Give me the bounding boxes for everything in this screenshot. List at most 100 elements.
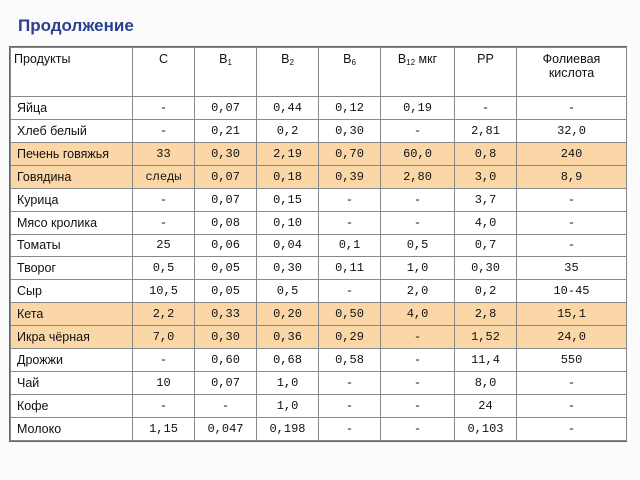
value-cell-b2: 0,30 bbox=[256, 256, 319, 281]
value-cell-b12: 1,0 bbox=[380, 256, 455, 281]
value-cell-b6: - bbox=[318, 393, 381, 418]
value-cell-folic: 24,0 bbox=[516, 325, 627, 350]
value-cell-b2: 0,18 bbox=[256, 164, 319, 189]
value-cell-b2: 1,0 bbox=[256, 393, 319, 418]
value-cell-pp: 4,0 bbox=[454, 210, 517, 235]
value-cell-folic: 8,9 bbox=[516, 164, 627, 189]
value-cell-b6: - bbox=[318, 210, 381, 235]
table-row: Творог 0,5 0,05 0,30 0,11 1,0 0,30 35 bbox=[10, 256, 627, 281]
value-cell-b6: 0,1 bbox=[318, 233, 381, 258]
value-cell-c: 0,5 bbox=[132, 256, 195, 281]
value-cell-b12: - bbox=[380, 210, 455, 235]
value-cell-b12: - bbox=[380, 393, 455, 418]
value-cell-c: 10 bbox=[132, 371, 195, 395]
vitamin-table-container: Продукты С В1 В2 В6 В12 мкг РР Фолиевая … bbox=[9, 46, 627, 442]
value-cell-b2: 0,20 bbox=[256, 302, 319, 327]
value-cell-folic: - bbox=[516, 96, 627, 120]
header-vitamin-b12: В12 мкг bbox=[380, 47, 455, 97]
value-cell-b1: 0,05 bbox=[194, 256, 257, 281]
value-cell-c: 1,15 bbox=[132, 416, 195, 442]
value-cell-b12: 2,80 bbox=[380, 164, 455, 189]
value-cell-b2: 0,5 bbox=[256, 279, 319, 304]
value-cell-c: 2,2 bbox=[132, 302, 195, 327]
product-name-cell: Мясо кролика bbox=[10, 210, 133, 235]
table-row: Мясо кролика -0,08 0,10- -4,0- bbox=[10, 210, 627, 235]
value-cell-b12: - bbox=[380, 348, 455, 373]
value-cell-folic: 240 bbox=[516, 141, 627, 166]
product-name-cell: Томаты bbox=[10, 233, 133, 258]
product-name-cell: Чай bbox=[10, 371, 133, 395]
value-cell-b2: 0,10 bbox=[256, 210, 319, 235]
value-cell-c: 33 bbox=[132, 141, 195, 166]
table-row: Курица -0,07 0,15- -3,7- bbox=[10, 187, 627, 212]
value-cell-b1: 0,30 bbox=[194, 141, 257, 166]
value-cell-b2: 1,0 bbox=[256, 371, 319, 395]
value-cell-b1: 0,07 bbox=[194, 96, 257, 120]
value-cell-b12: 60,0 bbox=[380, 141, 455, 166]
table-row: Дрожжи -0,60 0,68 0,58-11,4 550 bbox=[10, 348, 627, 373]
value-cell-b1: 0,60 bbox=[194, 348, 257, 373]
value-cell-pp: 3,0 bbox=[454, 164, 517, 189]
value-cell-pp: 0,30 bbox=[454, 256, 517, 281]
value-cell-c: - bbox=[132, 393, 195, 418]
value-cell-b1: 0,06 bbox=[194, 233, 257, 258]
value-cell-pp: 2,8 bbox=[454, 302, 517, 327]
value-cell-folic: 35 bbox=[516, 256, 627, 281]
value-cell-folic: - bbox=[516, 416, 627, 442]
page-title: Продолжение bbox=[18, 16, 134, 35]
table-row: Говядина следы 0,07 0,18 0,39 2,80 3,0 8,9 bbox=[10, 164, 627, 189]
value-cell-b2: 0,44 bbox=[256, 96, 319, 120]
value-cell-folic: - bbox=[516, 233, 627, 258]
header-vitamin-b6: В6 bbox=[318, 47, 381, 97]
value-cell-pp: 8,0 bbox=[454, 371, 517, 395]
value-cell-pp: 0,8 bbox=[454, 141, 517, 166]
value-cell-b1: 0,07 bbox=[194, 371, 257, 395]
header-vitamin-b2: В2 bbox=[256, 47, 319, 97]
value-cell-b6: 0,29 bbox=[318, 325, 381, 350]
value-cell-folic: 15,1 bbox=[516, 302, 627, 327]
value-cell-pp: 24 bbox=[454, 393, 517, 418]
value-cell-folic: 550 bbox=[516, 348, 627, 373]
value-cell-b2: 0,2 bbox=[256, 118, 319, 143]
value-cell-b2: 0,198 bbox=[256, 416, 319, 442]
table-row: Печень говяжья 33 0,30 2,19 0,70 60,0 0,8 240 bbox=[10, 141, 627, 166]
table-row: Кета 2,2 0,33 0,20 0,50 4,0 2,8 15,1 bbox=[10, 302, 627, 327]
value-cell-b6: - bbox=[318, 279, 381, 304]
table-row: Молоко 1,15 0,047 0,198- -0,103- bbox=[10, 416, 627, 442]
value-cell-folic: - bbox=[516, 187, 627, 212]
table-row: Икра чёрная 7,0 0,30 0,36 0,29-1,52 24,0 bbox=[10, 325, 627, 350]
header-product: Продукты bbox=[10, 47, 133, 97]
product-name-cell: Молоко bbox=[10, 416, 133, 442]
value-cell-c: - bbox=[132, 210, 195, 235]
product-name-cell: Икра чёрная bbox=[10, 325, 133, 350]
value-cell-b1: 0,08 bbox=[194, 210, 257, 235]
value-cell-c: следы bbox=[132, 164, 195, 189]
value-cell-c: - bbox=[132, 118, 195, 143]
product-name-cell: Курица bbox=[10, 187, 133, 212]
value-cell-b6: 0,30 bbox=[318, 118, 381, 143]
vitamin-table: Продукты С В1 В2 В6 В12 мкг РР Фолиевая … bbox=[10, 47, 627, 442]
product-name-cell: Дрожжи bbox=[10, 348, 133, 373]
table-row: Яйца -0,07 0,44 0,12 0,19- - bbox=[10, 96, 627, 120]
product-name-cell: Хлеб белый bbox=[10, 118, 133, 143]
value-cell-b1: 0,33 bbox=[194, 302, 257, 327]
value-cell-b2: 2,19 bbox=[256, 141, 319, 166]
value-cell-b6: 0,58 bbox=[318, 348, 381, 373]
value-cell-b2: 0,04 bbox=[256, 233, 319, 258]
header-folic-acid: Фолиевая кислота bbox=[516, 47, 627, 97]
value-cell-folic: - bbox=[516, 210, 627, 235]
value-cell-b12: 4,0 bbox=[380, 302, 455, 327]
value-cell-folic: - bbox=[516, 371, 627, 395]
table-row: Хлеб белый -0,21 0,2 0,30-2,81 32,0 bbox=[10, 118, 627, 143]
product-name-cell: Яйца bbox=[10, 96, 133, 120]
value-cell-b6: 0,39 bbox=[318, 164, 381, 189]
value-cell-b6: - bbox=[318, 416, 381, 442]
value-cell-b1: 0,05 bbox=[194, 279, 257, 304]
product-name-cell: Печень говяжья bbox=[10, 141, 133, 166]
value-cell-folic: 10-45 bbox=[516, 279, 627, 304]
value-cell-b1: 0,30 bbox=[194, 325, 257, 350]
value-cell-folic: 32,0 bbox=[516, 118, 627, 143]
value-cell-b2: 0,68 bbox=[256, 348, 319, 373]
header-vitamin-b1: В1 bbox=[194, 47, 257, 97]
product-name-cell: Кета bbox=[10, 302, 133, 327]
